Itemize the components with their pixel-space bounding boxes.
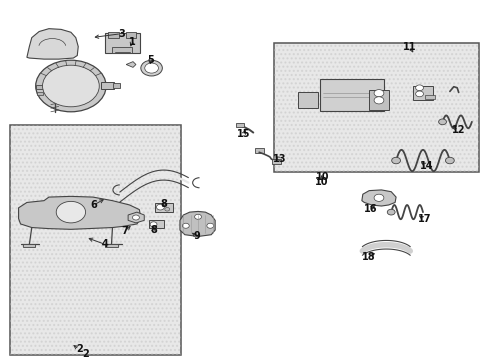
Circle shape: [132, 215, 139, 220]
Bar: [271, 159, 280, 165]
Circle shape: [141, 60, 162, 76]
Bar: [105, 244, 117, 247]
Circle shape: [438, 119, 446, 125]
Text: 7: 7: [122, 226, 128, 236]
Circle shape: [182, 223, 189, 228]
Circle shape: [56, 201, 85, 223]
Bar: [36, 85, 44, 89]
Bar: [412, 86, 432, 100]
Text: 10: 10: [315, 172, 329, 182]
Bar: [10, 125, 181, 355]
Circle shape: [445, 157, 453, 164]
Bar: [425, 95, 434, 99]
Text: 17: 17: [417, 214, 430, 224]
Text: 10: 10: [314, 177, 328, 187]
Text: 2: 2: [82, 349, 89, 359]
Text: 6: 6: [90, 200, 97, 210]
Text: 5: 5: [147, 55, 154, 65]
Bar: [101, 82, 114, 89]
Bar: [149, 220, 163, 228]
Circle shape: [164, 207, 169, 211]
Bar: [235, 122, 243, 127]
Bar: [320, 79, 383, 111]
Bar: [298, 92, 317, 108]
Bar: [10, 125, 181, 355]
Circle shape: [144, 63, 158, 73]
Bar: [112, 48, 132, 53]
Circle shape: [156, 204, 164, 210]
Bar: [254, 148, 263, 153]
Text: 14: 14: [419, 161, 432, 171]
Text: 2: 2: [76, 345, 82, 354]
Bar: [273, 43, 478, 172]
Circle shape: [206, 223, 213, 228]
Bar: [37, 92, 43, 95]
Text: 1: 1: [128, 37, 135, 47]
Bar: [113, 83, 120, 88]
Text: 15: 15: [236, 129, 250, 139]
Bar: [368, 90, 388, 110]
Text: 8: 8: [150, 225, 157, 235]
Bar: [104, 33, 140, 53]
Text: 13: 13: [272, 154, 286, 164]
Polygon shape: [19, 196, 141, 229]
Circle shape: [194, 214, 201, 219]
Text: 4: 4: [102, 239, 108, 249]
Circle shape: [373, 90, 383, 97]
Text: 8: 8: [161, 199, 167, 209]
Polygon shape: [128, 212, 144, 223]
Polygon shape: [27, 29, 78, 59]
Circle shape: [36, 60, 106, 112]
Circle shape: [391, 157, 400, 164]
Circle shape: [373, 97, 383, 104]
Polygon shape: [180, 211, 215, 237]
Text: 11: 11: [402, 42, 416, 51]
Bar: [23, 244, 36, 247]
Text: 18: 18: [361, 252, 375, 262]
Bar: [125, 32, 136, 38]
Text: 9: 9: [193, 231, 200, 242]
Circle shape: [150, 222, 157, 227]
Circle shape: [386, 209, 394, 215]
Circle shape: [415, 91, 423, 97]
Text: 16: 16: [363, 203, 377, 213]
Circle shape: [373, 194, 383, 201]
Polygon shape: [126, 62, 136, 67]
Polygon shape: [361, 190, 395, 206]
Circle shape: [42, 65, 99, 107]
Text: 3: 3: [118, 29, 124, 39]
Circle shape: [415, 85, 423, 91]
Bar: [108, 32, 119, 38]
Bar: [154, 203, 173, 212]
Text: 12: 12: [451, 125, 465, 135]
Bar: [273, 43, 478, 172]
